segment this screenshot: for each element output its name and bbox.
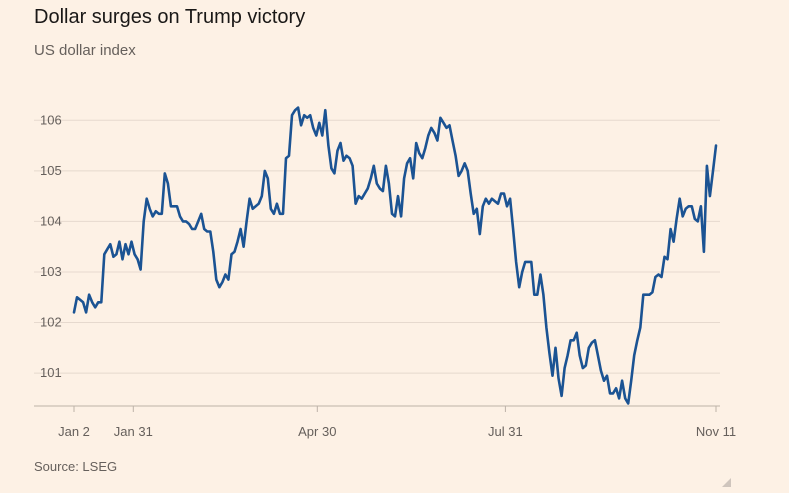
y-tick-label-102: 102 <box>40 315 62 330</box>
x-tick-label-1: Jan 31 <box>114 424 153 439</box>
y-tick-label-103: 103 <box>40 264 62 279</box>
chart-subtitle: US dollar index <box>34 42 136 59</box>
x-tick-label-0: Jan 2 <box>58 424 90 439</box>
source-note: Source: LSEG <box>34 459 118 474</box>
y-tick-label-104: 104 <box>40 213 62 228</box>
chart-title: Dollar surges on Trump victory <box>34 6 306 28</box>
resize-corner-icon <box>722 478 731 487</box>
y-tick-label-105: 105 <box>40 163 62 178</box>
series-line-0 <box>72 106 718 405</box>
x-tick-label-2: Apr 30 <box>298 424 336 439</box>
x-tick-label-4: Nov 11 <box>696 424 736 439</box>
x-axis: Jan 2 Jan 31 Apr 30 Jul 31 Nov 11 <box>34 405 736 439</box>
y-tick-label-101: 101 <box>40 365 62 380</box>
series-layer <box>72 106 718 405</box>
x-tick-label-3: Jul 31 <box>488 424 523 439</box>
y-axis: 101 102 103 104 105 106 <box>40 112 62 380</box>
gridlines <box>34 119 720 374</box>
y-tick-label-106: 106 <box>40 112 62 127</box>
